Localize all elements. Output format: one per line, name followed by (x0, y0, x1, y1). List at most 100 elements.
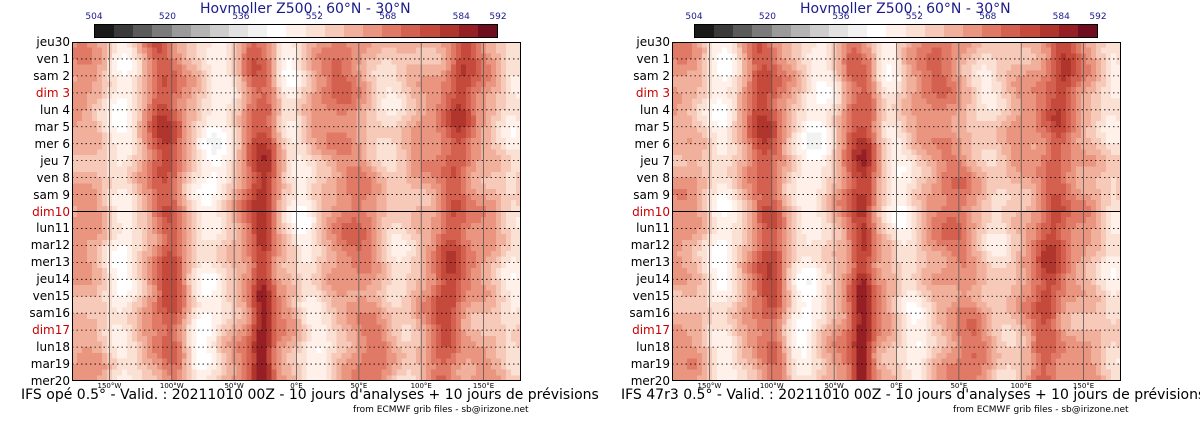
heatmap-cell (501, 92, 507, 100)
heatmap-cell (426, 194, 432, 201)
heatmap-cell (246, 268, 253, 275)
heatmap-cell (161, 307, 168, 314)
heatmap-cell (446, 121, 452, 128)
heatmap-cell (396, 75, 402, 83)
heatmap-cell (116, 217, 123, 224)
heatmap-cell (211, 70, 218, 77)
heatmap-cell (411, 143, 417, 150)
heatmap-cell (181, 188, 188, 196)
heatmap-cell (126, 160, 133, 167)
heatmap-cell (511, 53, 517, 60)
heatmap-cell (351, 335, 357, 343)
heatmap-cell (151, 234, 158, 241)
heatmap-cell (151, 222, 158, 230)
heatmap-cell (136, 324, 143, 331)
heatmap-cell (186, 268, 193, 275)
heatmap-cell (376, 234, 382, 241)
heatmap-cell (156, 296, 163, 303)
heatmap-cell (361, 211, 367, 218)
heatmap-cell (361, 251, 367, 258)
heatmap-cell (266, 290, 273, 297)
heatmap-cell (176, 239, 183, 246)
heatmap-cell (411, 273, 417, 280)
heatmap-cell (176, 217, 183, 224)
heatmap-cell (451, 335, 457, 343)
heatmap-cell (121, 121, 128, 128)
heatmap-cell (371, 279, 377, 286)
heatmap-cell (301, 138, 308, 145)
heatmap-cell (391, 251, 397, 258)
heatmap-cell (441, 245, 447, 252)
heatmap-cell (411, 313, 417, 320)
heatmap-cell (351, 290, 357, 297)
heatmap-cell (211, 211, 218, 218)
heatmap-cell (251, 222, 258, 230)
heatmap-cell (311, 200, 318, 207)
heatmap-cell (466, 188, 472, 196)
heatmap-cell (311, 239, 318, 246)
heatmap-cell (341, 75, 347, 83)
heatmap-cell (206, 155, 213, 162)
heatmap-cell (146, 200, 153, 207)
heatmap-cell (146, 115, 153, 122)
heatmap-cell (351, 53, 357, 60)
heatmap-cell (491, 222, 497, 230)
heatmap-cell (72, 313, 78, 320)
heatmap-cell (91, 251, 98, 258)
heatmap-cell (421, 75, 427, 83)
heatmap-cell (256, 245, 263, 252)
heatmap-cell (326, 98, 333, 105)
heatmap-cell (201, 58, 208, 66)
heatmap-cell (76, 273, 83, 280)
heatmap-cell (196, 307, 203, 314)
heatmap-cell (396, 53, 402, 60)
heatmap-cell (72, 279, 78, 286)
heatmap-cell (146, 301, 153, 309)
heatmap-cell (216, 188, 223, 196)
heatmap-cell (131, 171, 138, 179)
heatmap-cell (371, 318, 377, 326)
heatmap-cell (511, 217, 517, 224)
heatmap-cell (261, 115, 268, 122)
heatmap-cell (226, 53, 233, 60)
heatmap-cell (416, 239, 422, 246)
heatmap-cell (446, 87, 452, 94)
heatmap-cell (261, 138, 268, 145)
heatmap-cell (96, 194, 103, 201)
heatmap-cell (436, 70, 442, 77)
heatmap-cell (126, 205, 133, 213)
heatmap-cell (506, 104, 512, 111)
heatmap-cell (501, 70, 507, 77)
heatmap-cell (186, 47, 193, 54)
heatmap-cell (76, 160, 83, 167)
heatmap-cell (416, 318, 422, 326)
heatmap-cell (361, 126, 367, 133)
heatmap-cell (101, 335, 108, 343)
heatmap-cell (246, 228, 253, 235)
heatmap-cell (461, 126, 467, 133)
heatmap-cell (191, 104, 198, 111)
heatmap-cell (271, 81, 278, 88)
heatmap-cell (151, 171, 158, 179)
heatmap-cell (506, 347, 512, 354)
heatmap-cell (81, 341, 88, 348)
heatmap-cell (336, 121, 342, 128)
heatmap-cell (346, 92, 352, 100)
heatmap-cell (486, 47, 492, 54)
heatmap-cell (101, 273, 108, 280)
heatmap-cell (111, 256, 118, 263)
heatmap-cell (201, 222, 208, 230)
heatmap-cell (496, 234, 502, 241)
heatmap-cell (431, 307, 437, 314)
heatmap-cell (441, 296, 447, 303)
heatmap-cell (216, 217, 223, 224)
heatmap-cell (136, 290, 143, 297)
heatmap-cell (506, 121, 512, 128)
heatmap-cell (331, 132, 338, 139)
heatmap-cell (441, 335, 447, 343)
heatmap-cell (421, 341, 427, 348)
heatmap-cell (376, 92, 382, 100)
heatmap-cell (366, 53, 372, 60)
heatmap-cell (366, 138, 372, 145)
heatmap-cell (376, 64, 382, 71)
